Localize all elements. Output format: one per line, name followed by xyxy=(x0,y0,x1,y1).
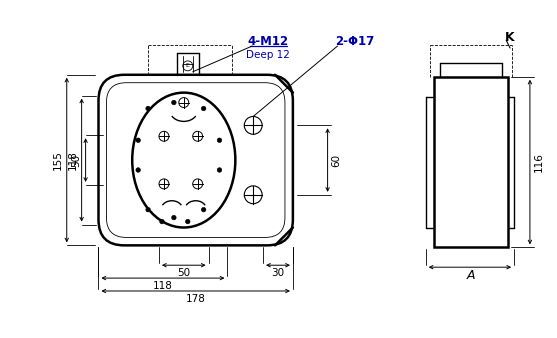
Bar xyxy=(434,77,508,247)
Text: 116: 116 xyxy=(534,152,544,172)
Text: 50: 50 xyxy=(177,268,190,278)
Text: 118: 118 xyxy=(153,281,173,291)
Circle shape xyxy=(185,219,190,224)
Circle shape xyxy=(217,138,222,143)
Text: 30: 30 xyxy=(271,268,285,278)
Text: 178: 178 xyxy=(185,294,206,304)
Circle shape xyxy=(201,208,206,212)
Circle shape xyxy=(146,106,150,111)
Circle shape xyxy=(136,168,140,172)
Circle shape xyxy=(201,106,206,111)
Circle shape xyxy=(160,219,164,224)
Text: 60: 60 xyxy=(331,153,341,167)
Text: 2-Φ17: 2-Φ17 xyxy=(335,34,374,48)
Text: 118: 118 xyxy=(68,150,78,170)
Text: 50: 50 xyxy=(72,153,82,167)
Text: E: E xyxy=(186,63,190,68)
Circle shape xyxy=(172,100,176,105)
Text: 155: 155 xyxy=(53,150,63,170)
Text: K: K xyxy=(505,31,515,44)
Text: Deep 12: Deep 12 xyxy=(246,50,290,60)
Circle shape xyxy=(217,168,222,172)
Circle shape xyxy=(172,215,176,220)
Text: A: A xyxy=(467,269,475,282)
Circle shape xyxy=(136,138,140,143)
Circle shape xyxy=(146,208,150,212)
Text: 4-M12: 4-M12 xyxy=(247,34,289,48)
